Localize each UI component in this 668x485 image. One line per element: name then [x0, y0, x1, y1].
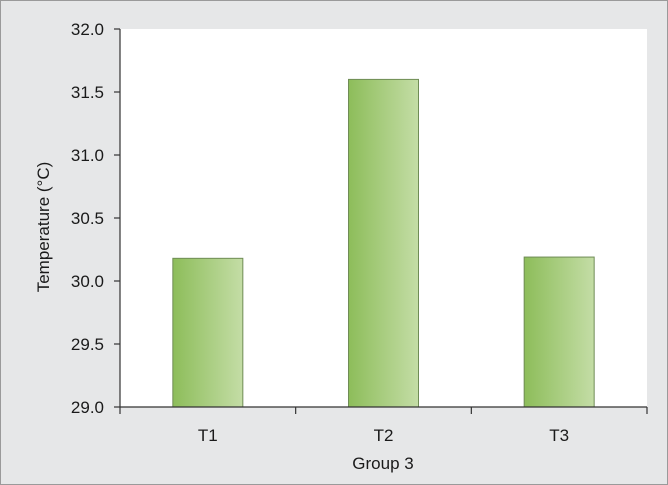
- y-tick-label: 29.5: [71, 335, 104, 354]
- y-tick-label: 31.5: [71, 83, 104, 102]
- x-tick-label: T3: [549, 426, 569, 445]
- y-axis-title: Temperature (°C): [34, 162, 53, 293]
- bar-t3: [523, 256, 595, 408]
- x-tick-label: T2: [374, 426, 394, 445]
- y-tick-label: 30.0: [71, 272, 104, 291]
- bar-group: [172, 78, 595, 408]
- axes: [114, 28, 648, 414]
- x-axis-title: Group 3: [352, 454, 413, 473]
- y-tick-labels: 29.0 29.5 30.0 30.5 31.0 31.5 32.0: [71, 20, 104, 417]
- y-tick-label: 31.0: [71, 146, 104, 165]
- y-tick-label: 30.5: [71, 209, 104, 228]
- x-tick-label: T1: [198, 426, 218, 445]
- y-tick-label: 29.0: [71, 398, 104, 417]
- x-tick-labels: T1 T2 T3: [198, 426, 569, 445]
- y-tick-label: 32.0: [71, 20, 104, 39]
- bar-t2: [348, 78, 419, 408]
- bar-t1: [172, 257, 244, 408]
